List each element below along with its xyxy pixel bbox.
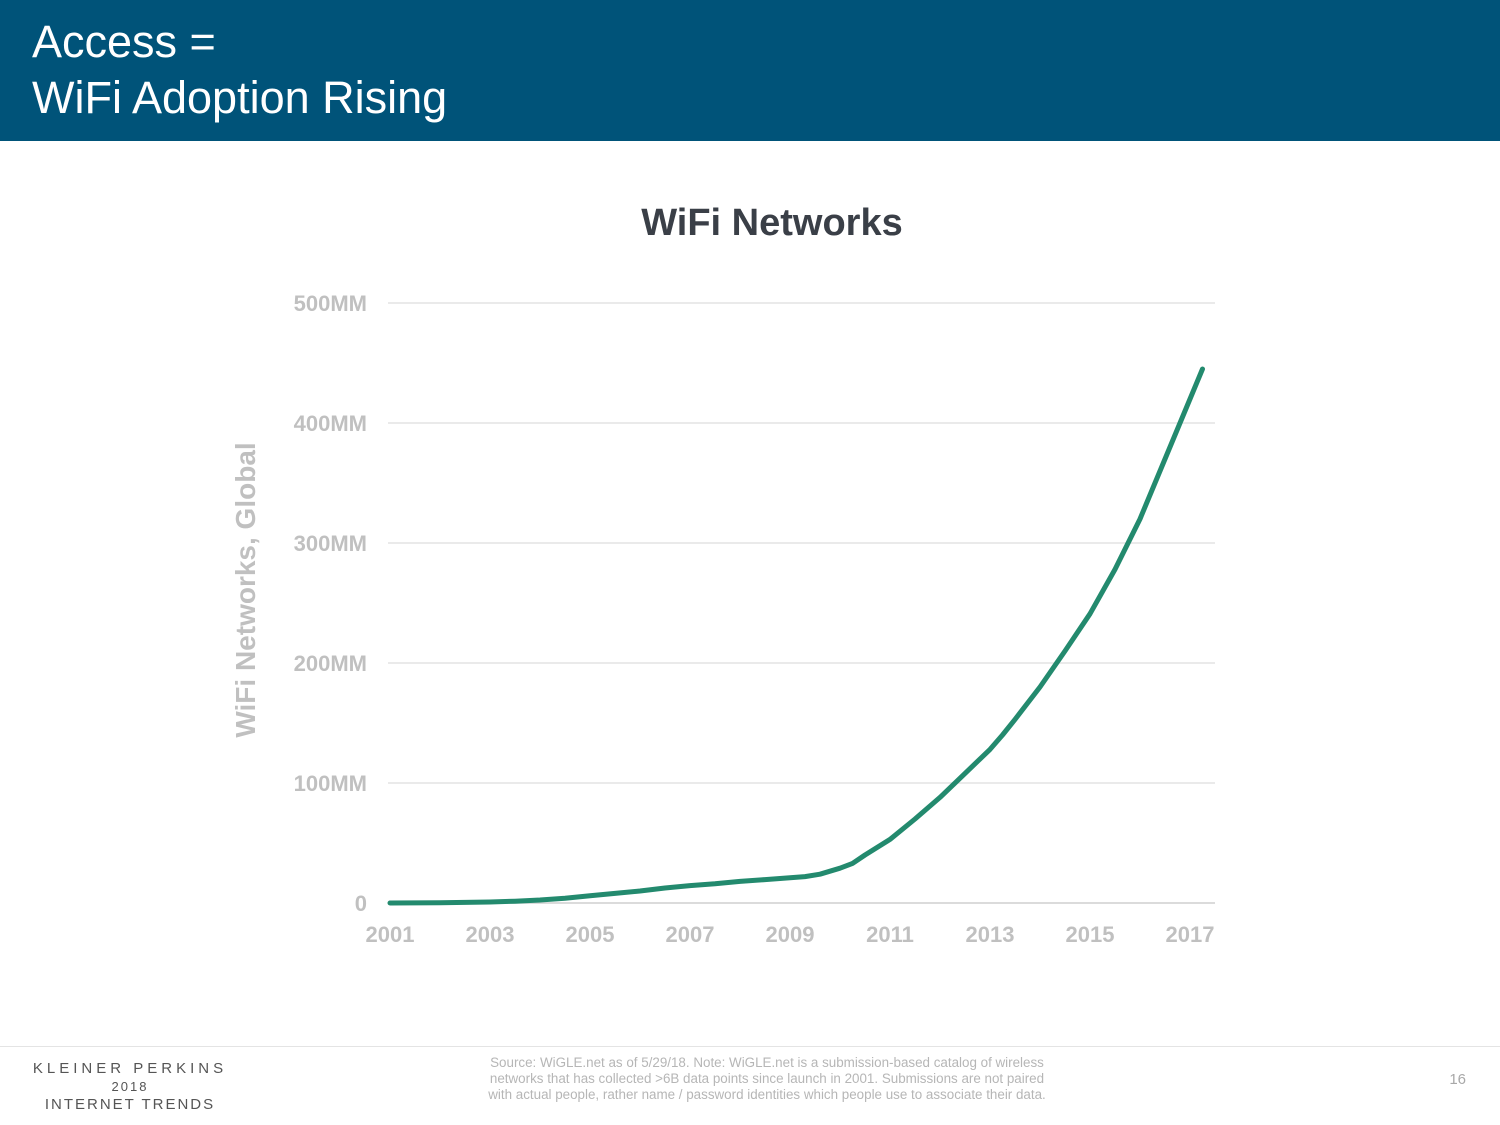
footer-divider bbox=[0, 1046, 1500, 1047]
x-tick-label: 2013 bbox=[966, 922, 1015, 947]
logo-line-3: INTERNET TRENDS bbox=[44, 1096, 216, 1113]
y-tick-label: 200MM bbox=[294, 651, 367, 676]
y-tick-label: 500MM bbox=[294, 291, 367, 316]
y-axis-label: WiFi Networks, Global bbox=[230, 442, 261, 737]
y-tick-label: 300MM bbox=[294, 531, 367, 556]
kleiner-perkins-logo: KLEINER PERKINS 2018 INTERNET TRENDS bbox=[14, 1060, 246, 1114]
y-tick-label: 0 bbox=[355, 891, 367, 916]
logo-line-2: 2018 bbox=[111, 1079, 149, 1094]
source-note: Source: WiGLE.net as of 5/29/18. Note: W… bbox=[440, 1055, 1094, 1103]
x-tick-label: 2015 bbox=[1066, 922, 1115, 947]
wifi-networks-series-line bbox=[387, 366, 1205, 906]
gridlines bbox=[388, 302, 1215, 904]
x-tick-label: 2005 bbox=[566, 922, 615, 947]
source-note-line-2: networks that has collected >6B data poi… bbox=[489, 1071, 1045, 1086]
x-tick-label: 2017 bbox=[1166, 922, 1215, 947]
chart-title: WiFi Networks bbox=[641, 202, 902, 244]
x-tick-label: 2009 bbox=[766, 922, 815, 947]
slide-header: Access = WiFi Adoption Rising bbox=[0, 0, 1500, 141]
x-tick-label: 2011 bbox=[866, 922, 914, 947]
x-tick-label: 2003 bbox=[466, 922, 515, 947]
source-note-line-1: Source: WiGLE.net as of 5/29/18. Note: W… bbox=[490, 1055, 1044, 1070]
source-note-line-3: with actual people, rather name / passwo… bbox=[488, 1087, 1046, 1102]
slide-title: Access = WiFi Adoption Rising bbox=[32, 14, 447, 126]
slide-title-line-1: Access = bbox=[32, 16, 216, 67]
x-axis-ticks: 2001 2003 2005 2007 2009 2011 2013 2015 2017 bbox=[366, 922, 1215, 947]
y-axis-ticks: 0 100MM 200MM 300MM 400MM 500MM bbox=[294, 291, 367, 916]
slide-title-line-2: WiFi Adoption Rising bbox=[32, 72, 448, 123]
logo-line-1: KLEINER PERKINS bbox=[32, 1060, 228, 1077]
y-tick-label: 400MM bbox=[294, 411, 367, 436]
x-tick-label: 2001 bbox=[366, 922, 415, 947]
y-tick-label: 100MM bbox=[294, 771, 367, 796]
x-tick-label: 2007 bbox=[666, 922, 715, 947]
page-number: 16 bbox=[1449, 1071, 1466, 1088]
